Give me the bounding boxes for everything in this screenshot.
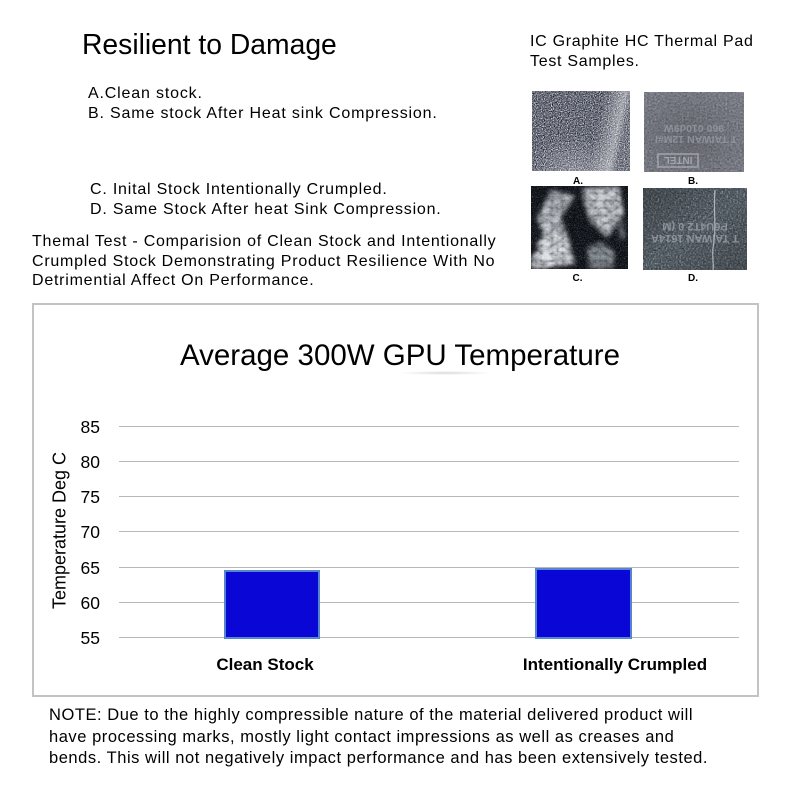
svg-text:960 010d9W: 960 010d9W [664, 122, 724, 134]
svg-text:T TAIWAN 1614A: T TAIWAN 1614A [651, 232, 739, 244]
svg-text:INTEL: INTEL [664, 154, 693, 165]
svg-text:P6U4T2 0 (M: P6U4T2 0 (M [662, 220, 727, 232]
svg-text:T TAIWAN 12M#I: T TAIWAN 12M#I [655, 133, 737, 145]
